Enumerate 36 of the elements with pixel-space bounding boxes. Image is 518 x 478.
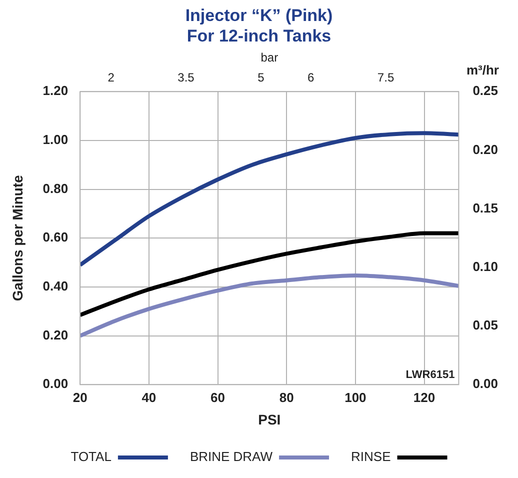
legend-label: TOTAL bbox=[70, 449, 112, 464]
y2-tick-label: 0.05 bbox=[472, 318, 498, 333]
y-tick-label: 1.20 bbox=[42, 83, 68, 98]
line-series bbox=[80, 231, 459, 318]
y2-tick-label: 0.10 bbox=[472, 258, 498, 274]
x-tick-label: 20 bbox=[72, 390, 88, 405]
y-tick-label: 0.00 bbox=[42, 376, 68, 392]
x2-tick-label: 6 bbox=[308, 70, 315, 85]
legend-label: BRINE DRAW bbox=[190, 449, 274, 464]
chart-title: Injector “K” (Pink) For 12-inch Tanks bbox=[185, 6, 333, 46]
y2-tick-label: 0.15 bbox=[472, 200, 498, 216]
y-tick-label: 0.40 bbox=[42, 278, 68, 294]
line-series bbox=[80, 273, 459, 338]
legend-label: RINSE bbox=[351, 449, 392, 464]
x2-tick-label: 5 bbox=[258, 70, 265, 85]
y-tick-label: 0.20 bbox=[42, 327, 68, 342]
x2-tick-label: 7.5 bbox=[377, 70, 394, 85]
y-tick-label: 0.80 bbox=[42, 180, 68, 196]
x2-tick-label: 2 bbox=[108, 70, 115, 85]
y2-tick-label: 0.00 bbox=[472, 376, 498, 392]
y-tick-label: 1.00 bbox=[42, 132, 68, 148]
x-axis-title: PSI bbox=[258, 411, 281, 428]
x-tick-label: 80 bbox=[279, 390, 294, 405]
x-tick-label: 40 bbox=[142, 390, 156, 405]
x2-axis-title: bar bbox=[260, 50, 278, 64]
y2-tick-label: 0.25 bbox=[472, 83, 498, 98]
x-tick-label: 120 bbox=[413, 390, 436, 405]
x-tick-label: 100 bbox=[344, 390, 366, 405]
y2-tick-label: 0.20 bbox=[472, 142, 498, 157]
y2-axis-title: m³/hr bbox=[466, 62, 499, 78]
x2-tick-label: 3.5 bbox=[178, 70, 195, 85]
x-tick-label: 60 bbox=[210, 390, 226, 405]
y-axis-title: Gallons per Minute bbox=[9, 174, 26, 302]
annotation: LWR6151 bbox=[406, 369, 455, 382]
y-tick-label: 0.60 bbox=[42, 230, 68, 245]
line-series bbox=[80, 131, 459, 267]
